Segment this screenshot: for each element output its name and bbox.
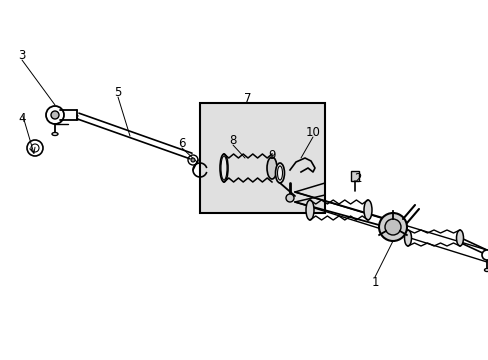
Ellipse shape — [404, 230, 411, 246]
Ellipse shape — [277, 166, 282, 180]
Ellipse shape — [220, 154, 227, 182]
Ellipse shape — [363, 200, 371, 220]
Circle shape — [285, 194, 293, 202]
Text: 9: 9 — [268, 149, 275, 162]
Bar — [350, 171, 358, 181]
Text: 5: 5 — [114, 86, 122, 99]
Circle shape — [481, 250, 488, 260]
Text: 2: 2 — [353, 171, 361, 185]
Text: 7: 7 — [244, 91, 251, 104]
Circle shape — [191, 158, 195, 162]
Ellipse shape — [266, 157, 276, 179]
Text: 10: 10 — [305, 126, 320, 139]
Circle shape — [46, 106, 64, 124]
Text: 1: 1 — [370, 275, 378, 288]
Text: 3: 3 — [18, 49, 26, 62]
Text: 4: 4 — [18, 112, 26, 125]
Circle shape — [378, 213, 406, 241]
Circle shape — [384, 219, 400, 235]
Circle shape — [51, 111, 59, 119]
Ellipse shape — [275, 163, 284, 183]
Bar — [200, 103, 325, 213]
Text: 8: 8 — [229, 134, 236, 147]
Ellipse shape — [305, 200, 313, 220]
Text: 6: 6 — [178, 136, 185, 149]
Ellipse shape — [221, 156, 226, 180]
Ellipse shape — [456, 230, 463, 246]
